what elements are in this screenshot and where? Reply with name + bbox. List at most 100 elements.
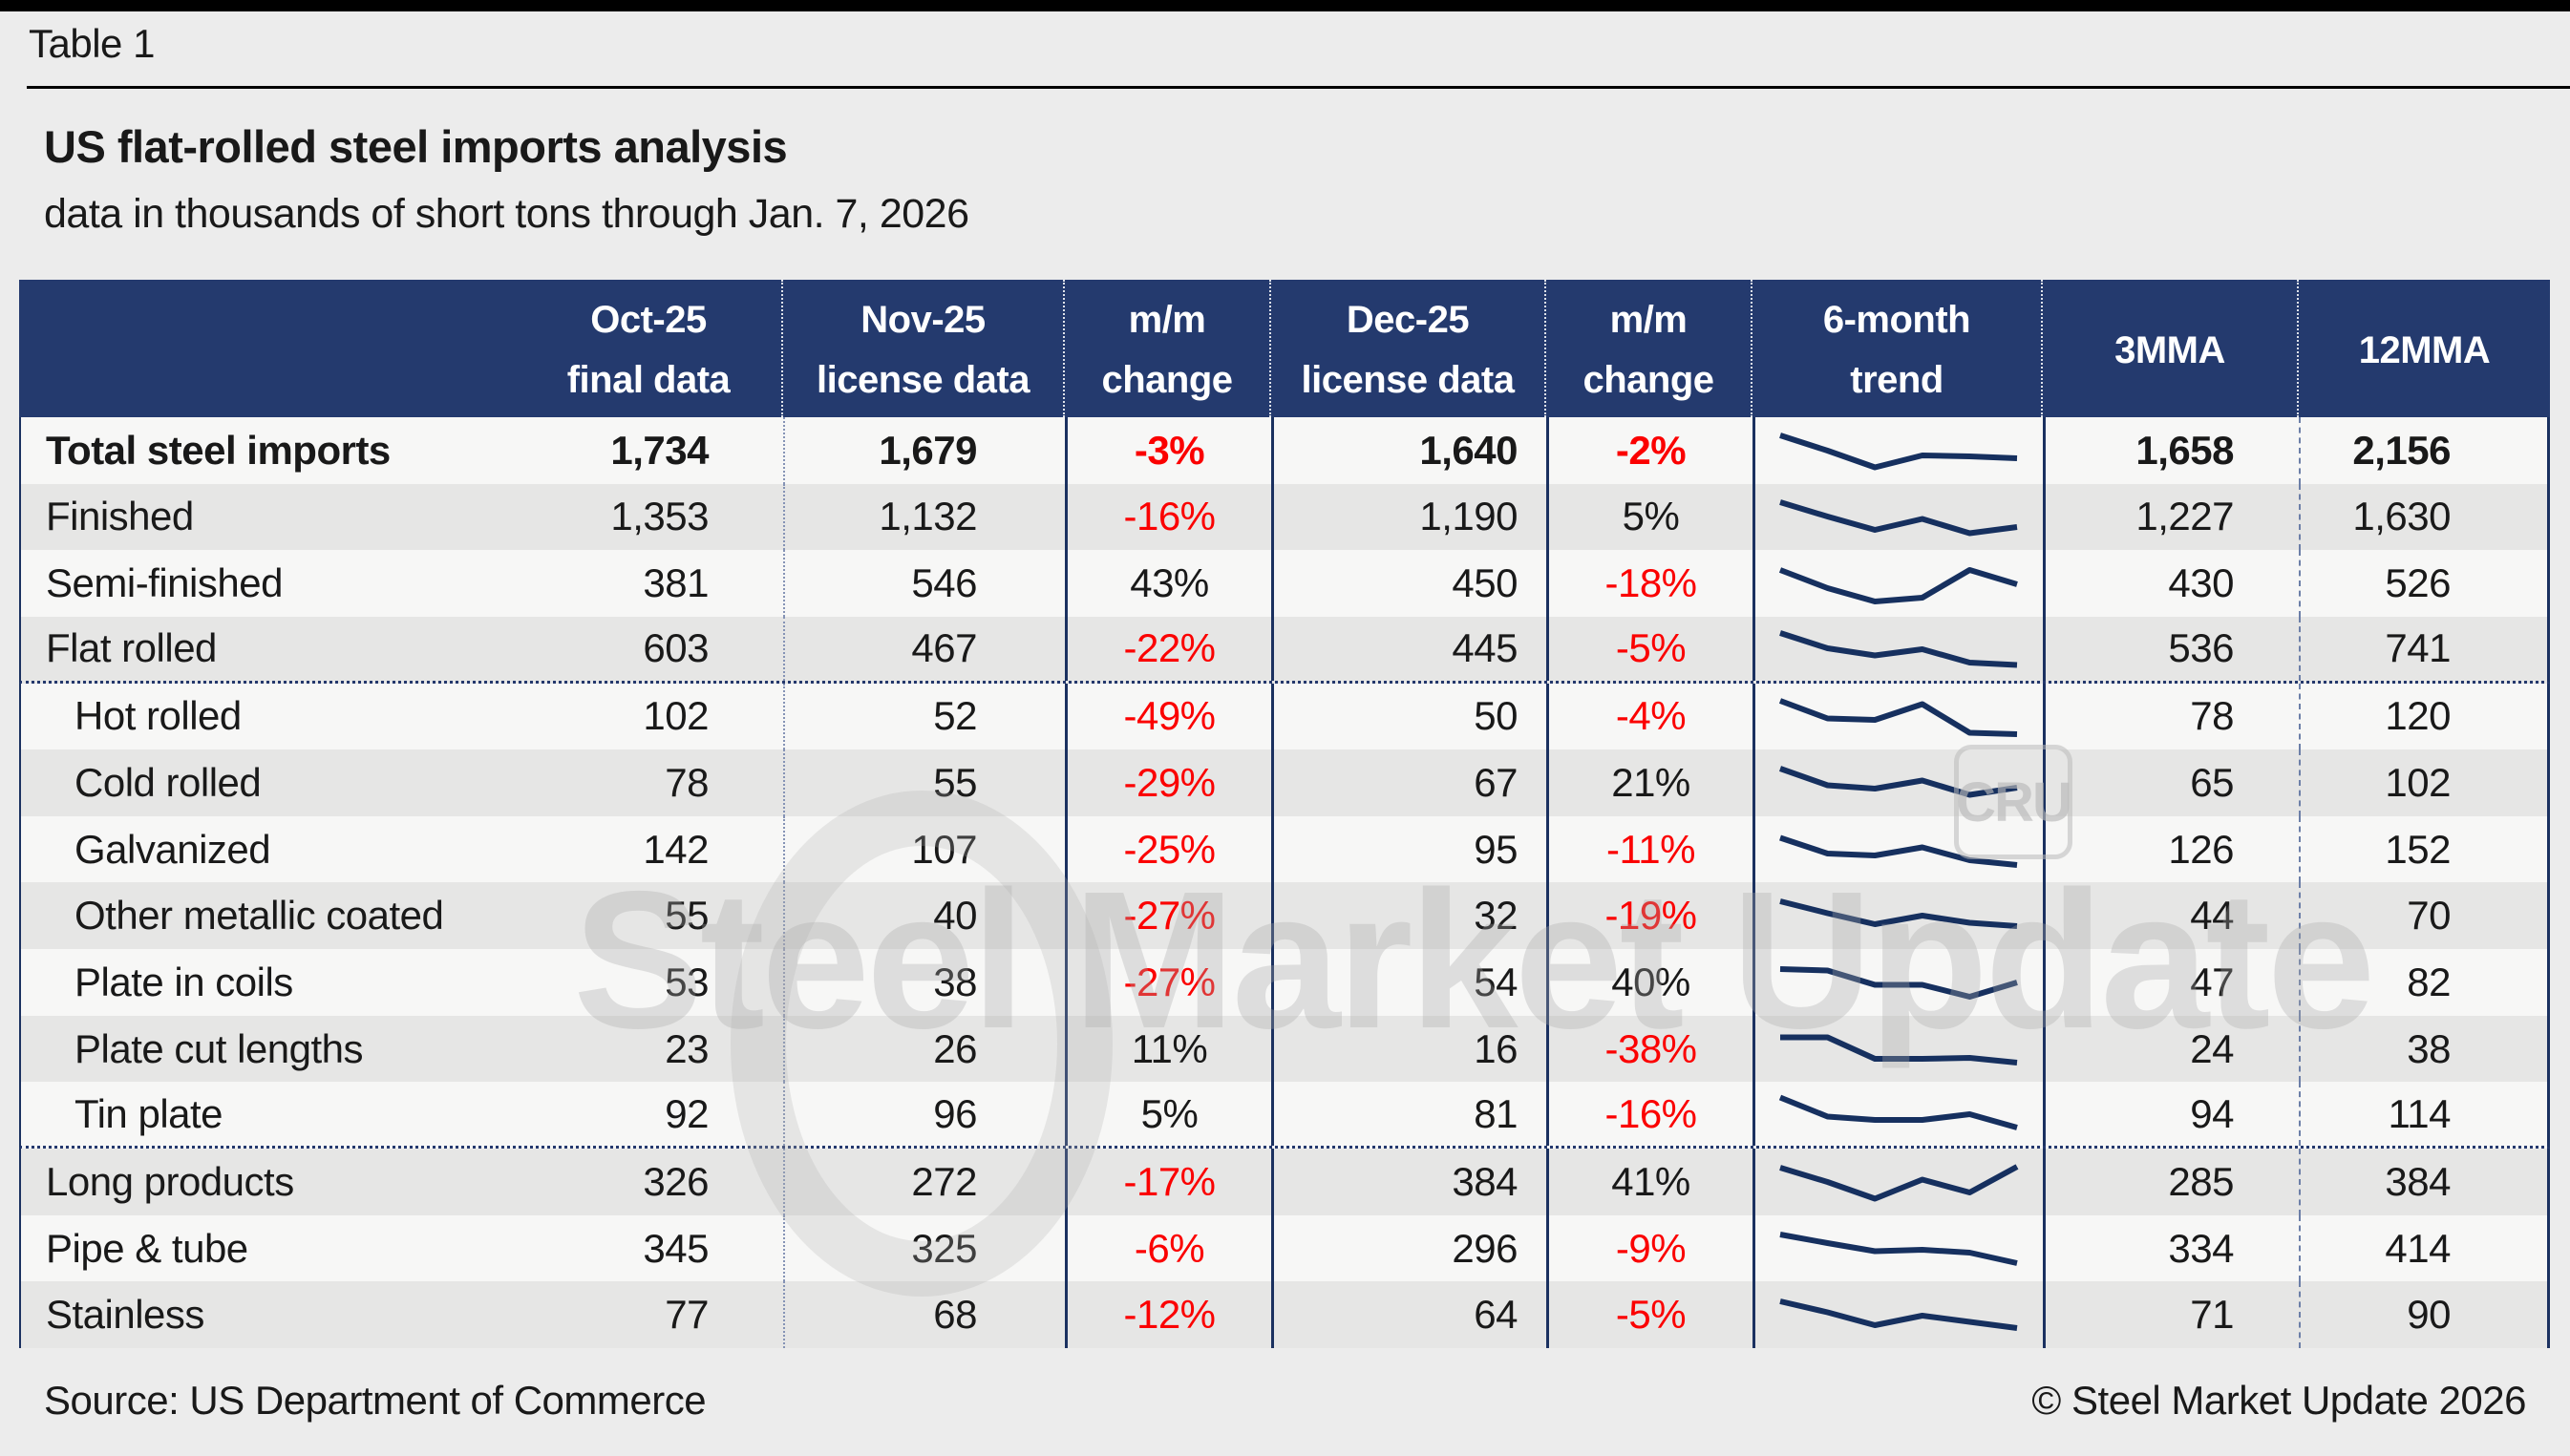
mm-change-dec: -11% xyxy=(1546,815,1752,883)
table-row: Finished 1,353 1,132 -16% 1,190 5% 1,227 1,630 xyxy=(19,483,2550,551)
mma3-value: 78 xyxy=(2043,683,2299,750)
page-subtitle: data in thousands of short tons through … xyxy=(44,191,969,237)
trend-cell xyxy=(1752,1082,2043,1147)
trend-sparkline xyxy=(1779,432,2018,471)
dec-license-value: 95 xyxy=(1271,815,1546,883)
dec-license-value: 1,190 xyxy=(1271,483,1546,551)
trend-sparkline xyxy=(1779,1164,2019,1202)
trend-cell xyxy=(1752,815,2043,883)
mma12-value: 90 xyxy=(2299,1281,2552,1348)
table-row: Other metallic coated 55 40 -27% 32 -19% 44 70 xyxy=(19,882,2550,950)
mm-change-nov: -29% xyxy=(1065,749,1271,816)
nov-license-value: 1,132 xyxy=(783,483,1065,551)
nov-license-value: 546 xyxy=(783,550,1065,617)
column-header-line1: Oct-25 xyxy=(590,299,707,341)
trend-cell xyxy=(1752,1281,2043,1348)
nov-license-value: 325 xyxy=(783,1214,1065,1282)
top-rule xyxy=(27,86,2570,89)
column-header-mma3: 3MMA xyxy=(2041,280,2297,417)
column-header-line1: m/m xyxy=(1128,299,1206,341)
mm-change-dec: -38% xyxy=(1546,1015,1752,1083)
column-header-line2: final data xyxy=(566,359,731,401)
mm-change-dec: -5% xyxy=(1546,616,1752,681)
column-header-line2: change xyxy=(1101,359,1233,401)
nov-license-value: 38 xyxy=(783,949,1065,1016)
mm-change-dec: 40% xyxy=(1546,949,1752,1016)
dec-license-value: 384 xyxy=(1271,1149,1546,1215)
row-label: Cold rolled xyxy=(74,760,262,806)
oct-final-value: 381 xyxy=(643,560,709,606)
nov-license-value: 26 xyxy=(783,1015,1065,1083)
oct-final-value: 603 xyxy=(643,625,709,671)
row-label: Galvanized xyxy=(74,826,271,872)
nov-license-value: 68 xyxy=(783,1281,1065,1348)
mma12-value: 38 xyxy=(2299,1015,2552,1083)
trend-cell xyxy=(1752,749,2043,816)
oct-final-value: 78 xyxy=(665,760,709,806)
table-row: Cold rolled 78 55 -29% 67 21% 65 102 xyxy=(19,749,2550,816)
trend-cell xyxy=(1752,683,2043,750)
dec-license-value: 32 xyxy=(1271,882,1546,950)
mma12-value: 102 xyxy=(2299,749,2552,816)
column-header-oct: Oct-25 final data xyxy=(516,280,781,417)
dec-license-value: 67 xyxy=(1271,749,1546,816)
dec-license-value: 450 xyxy=(1271,550,1546,617)
trend-sparkline xyxy=(1779,1298,2018,1332)
oct-final-value: 53 xyxy=(665,959,709,1004)
mm-change-dec: -19% xyxy=(1546,882,1752,950)
copyright-note: © Steel Market Update 2026 xyxy=(2031,1378,2526,1423)
column-header-dec: Dec-25 license data xyxy=(1269,280,1544,417)
mma3-value: 1,227 xyxy=(2043,483,2299,551)
mm-change-nov: -27% xyxy=(1065,949,1271,1016)
mm-change-nov: -49% xyxy=(1065,683,1271,750)
column-header-line2: trend xyxy=(1850,359,1943,401)
row-label: Other metallic coated xyxy=(74,893,444,939)
table-body: Total steel imports 1,734 1,679 -3% 1,640 -2%… xyxy=(19,417,2550,1348)
mma12-value: 152 xyxy=(2299,815,2552,883)
row-label: Hot rolled xyxy=(74,693,242,739)
column-header-line1: 3MMA xyxy=(2114,328,2225,371)
mm-change-nov: 11% xyxy=(1065,1015,1271,1083)
mma12-value: 2,156 xyxy=(2299,417,2552,484)
trend-sparkline xyxy=(1779,766,2018,798)
mm-change-dec: 21% xyxy=(1546,749,1752,816)
mm-change-dec: -9% xyxy=(1546,1214,1752,1282)
mm-change-nov: -17% xyxy=(1065,1149,1271,1215)
row-label: Long products xyxy=(46,1158,294,1204)
nov-license-value: 52 xyxy=(783,683,1065,750)
column-header-line2: license data xyxy=(1301,359,1515,401)
table-row: Tin plate 92 96 5% 81 -16% 94 114 xyxy=(19,1082,2552,1150)
top-black-bar xyxy=(0,0,2570,11)
oct-final-value: 142 xyxy=(643,826,709,872)
trend-cell xyxy=(1752,1015,2043,1083)
trend-sparkline xyxy=(1778,1094,2018,1130)
mm-change-nov: -16% xyxy=(1065,483,1271,551)
trend-sparkline xyxy=(1778,698,2018,738)
oct-final-value: 102 xyxy=(643,693,709,739)
trend-cell xyxy=(1752,417,2043,484)
mma12-value: 114 xyxy=(2299,1082,2552,1147)
row-label: Total steel imports xyxy=(46,427,391,473)
trend-sparkline xyxy=(1779,965,2018,1000)
mma3-value: 44 xyxy=(2043,882,2299,950)
row-label: Flat rolled xyxy=(46,625,217,671)
dec-license-value: 64 xyxy=(1271,1281,1546,1348)
column-header-line1: 6-month xyxy=(1822,299,1971,341)
mm-change-nov: 5% xyxy=(1065,1082,1271,1147)
mma3-value: 71 xyxy=(2043,1281,2299,1348)
page-title: US flat-rolled steel imports analysis xyxy=(44,121,788,172)
mma3-value: 94 xyxy=(2043,1082,2299,1147)
mma12-value: 120 xyxy=(2299,683,2552,750)
trend-cell xyxy=(1752,949,2043,1016)
trend-sparkline xyxy=(1779,1231,2018,1266)
column-header-mm2: m/m change xyxy=(1544,280,1751,417)
column-header-line1: 12MMA xyxy=(2358,328,2491,371)
table-row: Plate cut lengths 23 26 11% 16 -38% 24 38 xyxy=(19,1015,2552,1083)
mm-change-nov: -27% xyxy=(1065,882,1271,950)
table-row: Galvanized 142 107 -25% 95 -11% 126 152 xyxy=(19,815,2552,883)
oct-final-value: 1,353 xyxy=(610,494,709,539)
mm-change-nov: -25% xyxy=(1065,815,1271,883)
row-label: Plate cut lengths xyxy=(74,1025,364,1071)
column-header-trend: 6-month trend xyxy=(1751,280,2041,417)
